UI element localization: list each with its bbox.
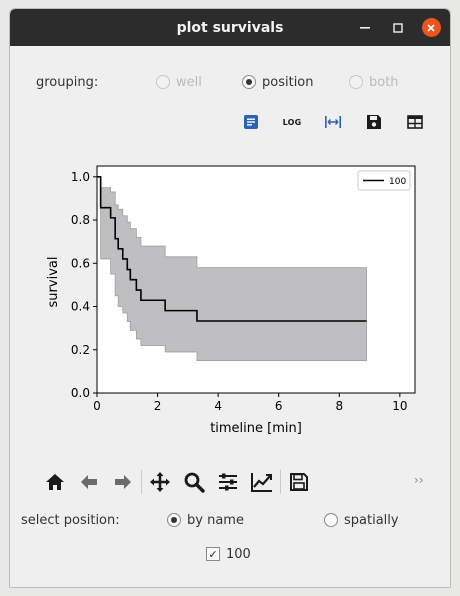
- close-icon: [421, 18, 441, 37]
- zoom-button[interactable]: [177, 465, 211, 499]
- x-tick-label: 10: [392, 399, 407, 413]
- maximize-icon[interactable]: [388, 9, 408, 46]
- legend-label: 100: [389, 177, 406, 187]
- y-axis-label: survival: [46, 257, 61, 308]
- both-label: both: [369, 74, 399, 90]
- table-icon: [407, 115, 423, 129]
- edit-curves-button[interactable]: [245, 465, 279, 499]
- edit-curves-icon: [251, 473, 272, 492]
- notes-icon: [244, 115, 258, 129]
- y-tick-label: 0.2: [71, 343, 90, 357]
- select-spatially-option[interactable]: spatially: [324, 511, 399, 529]
- window-title: plot survivals: [176, 19, 284, 36]
- save-figure-button[interactable]: [282, 465, 316, 499]
- x-tick-label: 6: [275, 399, 283, 413]
- more-tools-icon: ››: [414, 473, 424, 487]
- plot-navigation-toolbar: [38, 464, 316, 500]
- zoom-icon: [184, 472, 205, 493]
- toolbar-separator: [280, 470, 281, 494]
- survival-plot[interactable]: 0 2 4 6 8 10 0.0 0.2 0.4 0.6 0.8 1.0 timeline [min…: [46, 165, 426, 451]
- both-radio[interactable]: [349, 75, 363, 89]
- grouping-label: grouping:: [36, 74, 99, 90]
- minimize-icon[interactable]: [355, 9, 375, 46]
- well-label: well: [176, 74, 202, 90]
- survival-chart: 0 2 4 6 8 10 0.0 0.2 0.4 0.6 0.8 1.0 timeline [min…: [46, 165, 416, 436]
- subplots-button[interactable]: [211, 465, 245, 499]
- notes-button[interactable]: [240, 111, 262, 133]
- spatially-radio[interactable]: [324, 513, 338, 527]
- x-axis-label: timeline [min]: [210, 421, 302, 436]
- home-icon: [46, 474, 64, 490]
- x-tick-label: 8: [335, 399, 343, 413]
- back-icon: [81, 475, 97, 489]
- select-by-name-option[interactable]: by name: [167, 511, 244, 529]
- log-scale-label: LOG: [282, 117, 302, 127]
- by-name-radio[interactable]: [167, 513, 181, 527]
- pan-button[interactable]: [143, 465, 177, 499]
- save-button[interactable]: [363, 111, 385, 133]
- select-position-label: select position:: [21, 512, 120, 528]
- subplots-icon: [219, 473, 237, 491]
- plot-frame: [96, 165, 416, 394]
- by-name-label: by name: [187, 512, 244, 528]
- save-icon: [367, 115, 381, 129]
- more-tools-button[interactable]: ››: [414, 471, 424, 489]
- confidence-band-100: [97, 176, 367, 361]
- close-button[interactable]: [421, 9, 441, 46]
- position-radio[interactable]: [242, 75, 256, 89]
- fit-width-button[interactable]: [322, 111, 344, 133]
- x-tick-label: 2: [154, 399, 162, 413]
- x-tick-label: 4: [214, 399, 222, 413]
- forward-button[interactable]: [106, 465, 140, 499]
- pan-icon: [150, 472, 170, 492]
- position-100-option[interactable]: ✓ 100: [206, 545, 251, 563]
- position-100-label: 100: [226, 546, 251, 562]
- spatially-label: spatially: [344, 512, 399, 528]
- y-tick-label: 0.0: [71, 386, 90, 400]
- forward-icon: [115, 475, 131, 489]
- y-tick-label: 1.0: [71, 170, 90, 184]
- legend: 100: [357, 170, 411, 191]
- position-100-checkbox[interactable]: ✓: [206, 547, 220, 561]
- log-scale-button[interactable]: LOG: [280, 111, 304, 133]
- well-radio[interactable]: [156, 75, 170, 89]
- grouping-option-both[interactable]: both: [349, 73, 399, 91]
- home-button[interactable]: [38, 465, 72, 499]
- plot-survivals-window: plot survivals grouping: well position b…: [9, 8, 451, 588]
- save-figure-icon: [290, 473, 308, 491]
- position-label: position: [262, 74, 314, 90]
- toolbar-separator: [141, 470, 142, 494]
- back-button[interactable]: [72, 465, 106, 499]
- y-tick-label: 0.6: [71, 256, 90, 270]
- grouping-option-well[interactable]: well: [156, 73, 202, 91]
- table-button[interactable]: [404, 111, 426, 133]
- survival-curve-100: [97, 176, 367, 322]
- fit-width-icon: [325, 116, 341, 128]
- grouping-option-position[interactable]: position: [242, 73, 314, 91]
- y-tick-label: 0.8: [71, 213, 90, 227]
- x-tick-label: 0: [93, 399, 101, 413]
- y-tick-label: 0.4: [71, 300, 90, 314]
- title-bar[interactable]: plot survivals: [10, 9, 450, 46]
